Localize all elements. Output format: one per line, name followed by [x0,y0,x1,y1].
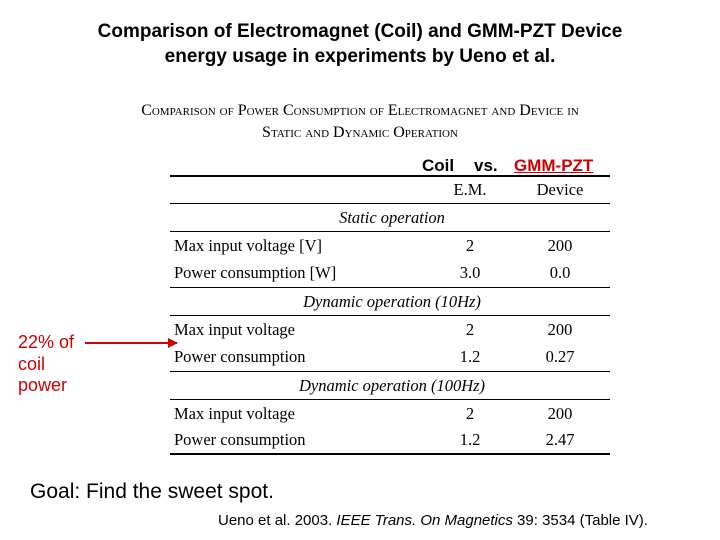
cell-value: 2 [425,320,515,340]
row-label: Power consumption [170,430,425,450]
table-row: Max input voltage [V] 2 200 [170,231,610,259]
table-row: Power consumption 1.2 0.27 [170,343,610,371]
annotation-line: power [18,375,67,395]
cell-value: 1.2 [425,347,515,367]
table-row: Max input voltage 2 200 [170,399,610,427]
citation-part: Ueno et al. 2003. [218,512,336,529]
column-overlay-gmm: GMM-PZT [514,156,593,176]
citation-part: 39: 3534 (Table IV). [513,512,648,529]
citation: Ueno et al. 2003. IEEE Trans. On Magneti… [218,512,648,529]
title-line-2: energy usage in experiments by Ueno et a… [165,46,556,67]
slide-title: Comparison of Electromagnet (Coil) and G… [0,20,720,69]
column-overlay-vs: vs. [474,156,498,176]
section-dyn10: Dynamic operation (10Hz) [170,292,610,312]
comparison-table: E.M. Device Static operation Max input v… [170,175,610,455]
arrow-icon [85,342,177,344]
cell-value: 0.0 [515,263,605,283]
cell-value: 3.0 [425,263,515,283]
section-dyn100: Dynamic operation (100Hz) [170,376,610,396]
cell-value: 2.47 [515,430,605,450]
cell-value: 2 [425,404,515,424]
goal-text: Goal: Find the sweet spot. [30,480,274,504]
table-row: Max input voltage 2 200 [170,315,610,343]
table-caption: Comparison of Power Consumption of Elect… [0,100,720,143]
row-label: Max input voltage [V] [170,236,425,256]
cell-value: 200 [515,236,605,256]
cell-value: 0.27 [515,347,605,367]
section-row-dyn10: Dynamic operation (10Hz) [170,287,610,315]
section-static: Static operation [170,208,610,228]
header-em: E.M. [425,180,515,200]
citation-journal: IEEE Trans. On Magnetics [336,512,512,529]
column-overlay-coil: Coil [422,156,454,176]
caption-line-2: Static and Dynamic Operation [262,124,458,141]
row-label: Max input voltage [170,320,425,340]
cell-value: 2 [425,236,515,256]
header-device: Device [515,180,605,200]
table-row: Power consumption [W] 3.0 0.0 [170,259,610,287]
row-label: Power consumption [W] [170,263,425,283]
cell-value: 1.2 [425,430,515,450]
annotation-line: coil [18,354,45,374]
row-label: Power consumption [170,347,425,367]
table-header-row: E.M. Device [170,175,610,203]
cell-value: 200 [515,404,605,424]
section-row-dyn100: Dynamic operation (100Hz) [170,371,610,399]
annotation-22pct: 22% of coil power [18,332,74,397]
annotation-line: 22% of [18,332,74,352]
table-row: Power consumption 1.2 2.47 [170,427,610,455]
caption-line-1: Comparison of Power Consumption of Elect… [141,102,579,119]
row-label: Max input voltage [170,404,425,424]
title-line-1: Comparison of Electromagnet (Coil) and G… [98,21,623,42]
section-row-static: Static operation [170,203,610,231]
cell-value: 200 [515,320,605,340]
